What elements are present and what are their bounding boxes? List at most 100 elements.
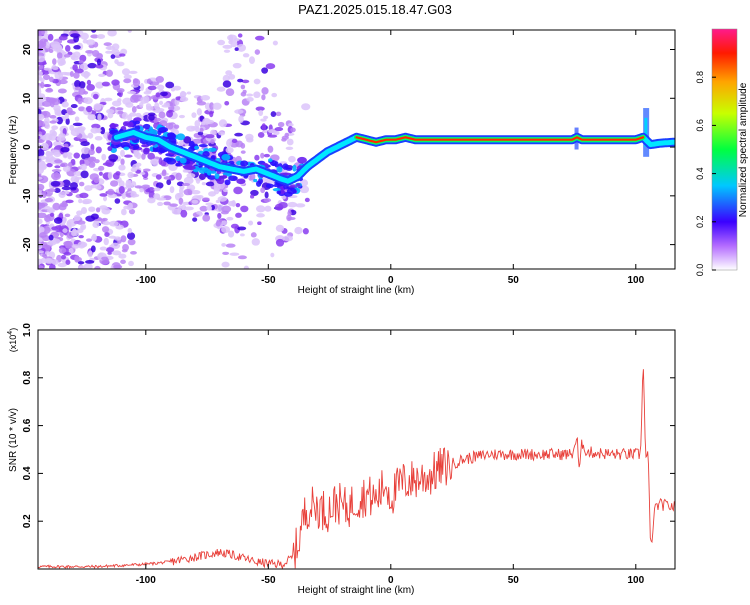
- spectrogram-cell: [180, 209, 188, 218]
- spectrogram-cell: [294, 226, 303, 235]
- spectrogram-cell: [52, 238, 61, 244]
- spectrogram-cell: [168, 102, 174, 107]
- spectrogram-cell: [99, 246, 107, 251]
- spectrogram-cell: [221, 243, 227, 247]
- spectrogram-cell: [304, 197, 310, 203]
- spectrogram-spike-core: [644, 117, 648, 148]
- spectrogram-cell: [153, 119, 158, 123]
- colorbar-tick-label: 0.8: [695, 71, 705, 84]
- spectrogram-cell: [101, 226, 110, 233]
- spectrogram-cell: [135, 112, 142, 118]
- spectrogram-cell: [38, 176, 43, 180]
- spectrogram-cell: [224, 179, 231, 186]
- spectrogram-cell: [90, 34, 99, 39]
- spectrogram-cell: [256, 213, 265, 218]
- spectrogram-cell: [79, 192, 89, 199]
- spectrogram-cell: [78, 198, 83, 204]
- spectrogram-cell: [62, 179, 71, 188]
- spectrogram-cell: [78, 60, 84, 64]
- bottom-y-ticks: 0.2 0.4 0.6 0.8 1.0: [22, 323, 675, 528]
- colorbar-tick-label: 0.0: [695, 264, 705, 277]
- spectrogram-cell: [85, 49, 94, 54]
- spectrogram-cell: [120, 149, 125, 157]
- spectrogram-cell: [136, 152, 142, 160]
- spectrogram-cell: [198, 167, 209, 171]
- top-y-tick-label: 10: [22, 92, 33, 104]
- spectrogram-cell: [82, 198, 93, 205]
- spectrogram-cell: [45, 41, 50, 49]
- spectrogram-cell: [115, 224, 124, 230]
- spectrogram-cell: [86, 39, 96, 46]
- spectrogram-cell: [186, 173, 196, 179]
- spectrogram-cell: [265, 183, 274, 189]
- spectrogram-cell: [120, 259, 126, 264]
- spectrogram-cell: [110, 54, 116, 59]
- spectrogram-cell: [285, 146, 294, 150]
- spectrogram-cell: [277, 121, 285, 128]
- spectrogram-cell: [129, 112, 137, 117]
- spectrogram-cell: [147, 85, 157, 91]
- spectrogram-cell: [231, 138, 238, 144]
- spectrogram-cell: [124, 154, 133, 158]
- spectrogram-cell: [38, 183, 45, 191]
- spectrogram-cell: [170, 87, 176, 92]
- spectrogram-cell: [52, 58, 57, 66]
- spectrogram-cell: [241, 79, 250, 84]
- spectrogram-cell: [54, 187, 61, 194]
- spectrogram-cell: [40, 142, 49, 151]
- spectrogram-cell: [210, 129, 216, 136]
- spectrogram-cell: [65, 45, 71, 52]
- spectrogram-cell: [167, 132, 176, 138]
- spectrogram-cell: [70, 104, 78, 109]
- spectrogram-cell: [209, 110, 214, 118]
- spectrogram-cell: [66, 107, 73, 115]
- spectrogram-cell: [261, 87, 269, 95]
- spectrogram-cell: [171, 208, 181, 215]
- spectrogram-cell: [73, 214, 81, 222]
- spectrogram-cell: [179, 157, 187, 164]
- spectrogram-cell: [72, 122, 83, 127]
- spectrogram-cell: [94, 265, 101, 269]
- spectrogram-cell: [221, 261, 230, 268]
- spectrogram-cell: [107, 251, 112, 255]
- spectrogram-cell: [198, 144, 208, 148]
- spectrogram-cell: [125, 102, 134, 108]
- spectrogram-cell: [166, 110, 173, 118]
- spectrogram-cell: [210, 138, 215, 145]
- spectrogram-cell: [58, 35, 68, 41]
- top-x-tick-label: 50: [508, 275, 520, 286]
- spectrogram-cell: [46, 162, 53, 168]
- spectrogram-cell: [155, 182, 164, 189]
- spectrogram-cell: [74, 116, 80, 122]
- spectrogram-cell: [183, 176, 194, 185]
- spectrogram-cell: [240, 150, 246, 154]
- spectrogram-cell: [198, 173, 206, 180]
- spectrogram-cell: [45, 88, 54, 93]
- spectrogram-cell: [44, 257, 54, 264]
- spectrogram-cell: [39, 41, 47, 48]
- bottom-x-ticks: -100 -50 0 50 100: [136, 330, 645, 586]
- spectrogram-cell: [54, 108, 61, 115]
- spectrogram-cell: [92, 93, 99, 100]
- spectrogram-cell: [127, 202, 133, 211]
- spectrogram-cell: [107, 112, 114, 119]
- snr-series-line: [37, 369, 675, 570]
- spectrogram-cell: [76, 210, 83, 216]
- spectrogram-cell: [127, 238, 136, 246]
- spectrogram-cell: [107, 171, 113, 180]
- spectrogram-cell: [38, 30, 45, 36]
- spectrogram-cell: [149, 146, 154, 152]
- spectrogram-cell: [88, 149, 95, 156]
- spectrogram-cell: [51, 169, 62, 173]
- spectrogram-cell: [73, 72, 80, 79]
- spectrogram-cell: [216, 170, 222, 175]
- spectrogram-cell: [179, 96, 189, 102]
- spectrogram-cell: [292, 164, 297, 172]
- spectrogram-cell: [64, 240, 73, 249]
- spectrogram-cell: [228, 73, 236, 80]
- spectrogram-cell: [49, 120, 57, 124]
- spectrogram-cell: [57, 47, 63, 52]
- spectrogram-cell: [64, 213, 71, 218]
- spectrogram-cell: [145, 103, 152, 109]
- spectrogram-cell: [159, 100, 164, 106]
